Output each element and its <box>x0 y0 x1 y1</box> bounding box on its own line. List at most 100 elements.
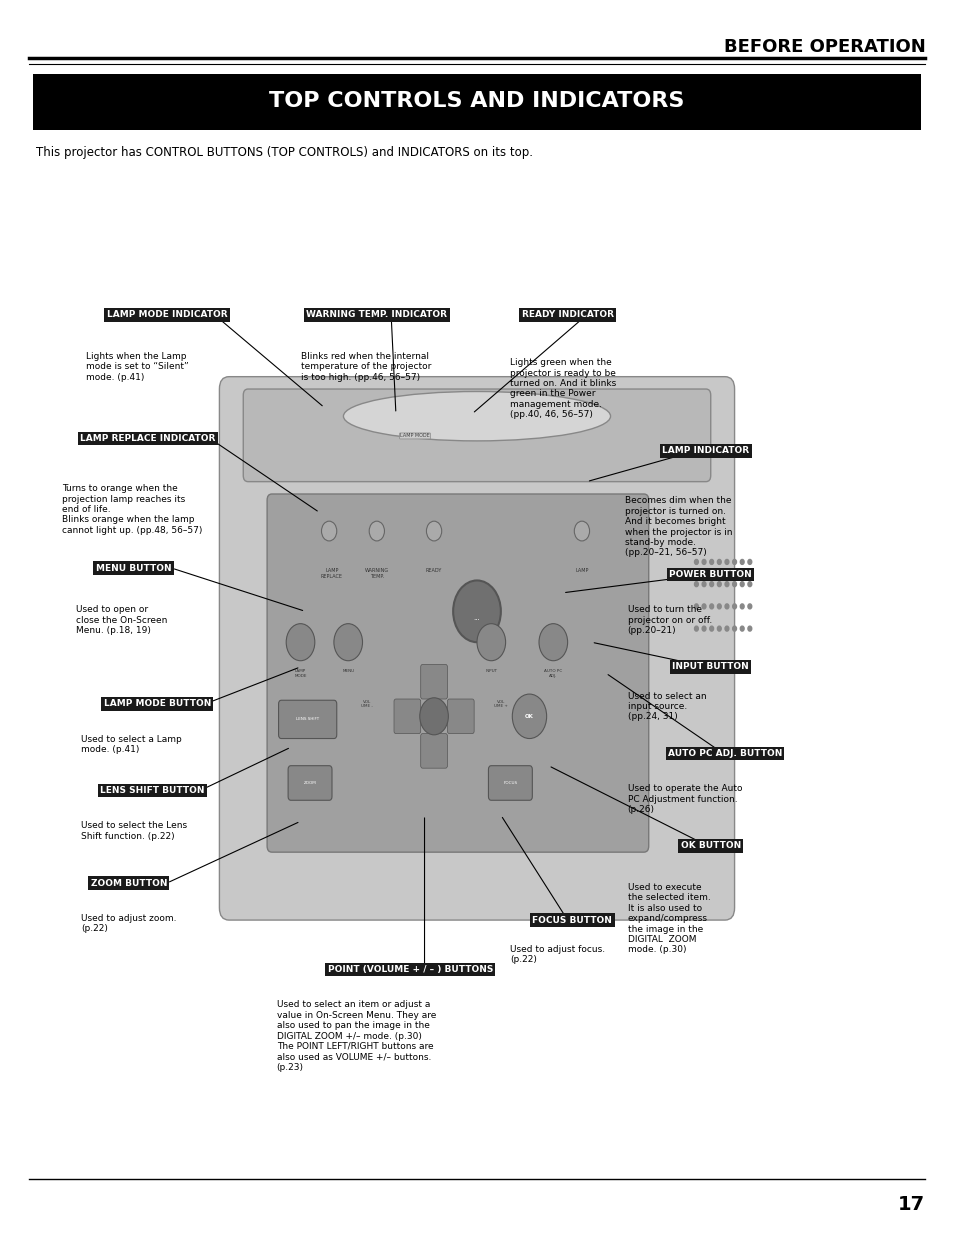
Text: LAMP MODE: LAMP MODE <box>399 433 430 438</box>
Text: LAMP INDICATOR: LAMP INDICATOR <box>661 446 749 456</box>
Circle shape <box>694 582 698 587</box>
FancyBboxPatch shape <box>267 494 648 852</box>
Circle shape <box>747 582 751 587</box>
FancyBboxPatch shape <box>420 734 447 768</box>
Text: LAMP REPLACE INDICATOR: LAMP REPLACE INDICATOR <box>80 433 215 443</box>
Circle shape <box>419 698 448 735</box>
Circle shape <box>476 624 505 661</box>
Circle shape <box>321 521 336 541</box>
Circle shape <box>740 559 743 564</box>
Circle shape <box>694 559 698 564</box>
Circle shape <box>334 624 362 661</box>
FancyBboxPatch shape <box>447 699 474 734</box>
Circle shape <box>732 559 736 564</box>
Circle shape <box>694 626 698 631</box>
Text: WARNING TEMP. INDICATOR: WARNING TEMP. INDICATOR <box>306 310 447 320</box>
Text: Turns to orange when the
projection lamp reaches its
end of life.
Blinks orange : Turns to orange when the projection lamp… <box>62 484 202 535</box>
Text: Becomes dim when the
projector is turned on.
And it becomes bright
when the proj: Becomes dim when the projector is turned… <box>624 496 732 557</box>
FancyBboxPatch shape <box>219 377 734 920</box>
Circle shape <box>538 624 567 661</box>
Text: Used to select an item or adjust a
value in On-Screen Menu. They are
also used t: Used to select an item or adjust a value… <box>276 1000 436 1072</box>
Text: FOCUS: FOCUS <box>503 781 517 785</box>
Text: READY: READY <box>425 568 442 573</box>
Text: LENS SHIFT: LENS SHIFT <box>295 718 318 721</box>
Text: Used to execute
the selected item.
It is also used to
expand/compress
the image : Used to execute the selected item. It is… <box>627 883 710 955</box>
Text: ZOOM: ZOOM <box>303 781 316 785</box>
Text: MENU BUTTON: MENU BUTTON <box>95 563 172 573</box>
Text: Blinks red when the internal
temperature of the projector
is too high. (pp.46, 5: Blinks red when the internal temperature… <box>300 352 431 382</box>
Circle shape <box>426 521 441 541</box>
FancyBboxPatch shape <box>278 700 336 739</box>
Circle shape <box>709 626 713 631</box>
Circle shape <box>701 559 705 564</box>
Text: 17: 17 <box>898 1194 924 1214</box>
Text: OK BUTTON: OK BUTTON <box>679 841 740 851</box>
Text: BEFORE OPERATION: BEFORE OPERATION <box>723 37 924 56</box>
FancyBboxPatch shape <box>33 74 920 130</box>
Circle shape <box>701 626 705 631</box>
Text: AUTO PC ADJ. BUTTON: AUTO PC ADJ. BUTTON <box>667 748 781 758</box>
Text: LENS SHIFT BUTTON: LENS SHIFT BUTTON <box>100 785 205 795</box>
Text: Used to adjust zoom.
(p.22): Used to adjust zoom. (p.22) <box>81 914 176 934</box>
Text: POINT (VOLUME + / – ) BUTTONS: POINT (VOLUME + / – ) BUTTONS <box>327 965 493 974</box>
Text: Used to operate the Auto
PC Adjustment function.
(p.26): Used to operate the Auto PC Adjustment f… <box>627 784 741 814</box>
Text: Used to select an
input source.
(pp.24, 31): Used to select an input source. (pp.24, … <box>627 692 705 721</box>
Text: Used to select the Lens
Shift function. (p.22): Used to select the Lens Shift function. … <box>81 821 187 841</box>
Text: MENU: MENU <box>342 669 354 673</box>
Circle shape <box>709 582 713 587</box>
Text: INPUT: INPUT <box>485 669 497 673</box>
Circle shape <box>709 604 713 609</box>
FancyBboxPatch shape <box>488 766 532 800</box>
Circle shape <box>724 559 728 564</box>
Circle shape <box>709 559 713 564</box>
Circle shape <box>453 580 500 642</box>
Circle shape <box>740 626 743 631</box>
Circle shape <box>694 604 698 609</box>
Text: ZOOM BUTTON: ZOOM BUTTON <box>91 878 167 888</box>
Text: TOP CONTROLS AND INDICATORS: TOP CONTROLS AND INDICATORS <box>269 91 684 111</box>
FancyBboxPatch shape <box>420 664 447 699</box>
Circle shape <box>574 521 589 541</box>
Text: Lights green when the
projector is ready to be
turned on. And it blinks
green in: Lights green when the projector is ready… <box>510 358 616 419</box>
Text: INPUT BUTTON: INPUT BUTTON <box>672 662 748 672</box>
Circle shape <box>369 521 384 541</box>
Ellipse shape <box>343 391 610 441</box>
Circle shape <box>747 559 751 564</box>
Circle shape <box>512 694 546 739</box>
Text: LAMP: LAMP <box>575 568 588 573</box>
Text: Used to adjust focus.
(p.22): Used to adjust focus. (p.22) <box>510 945 605 965</box>
Text: OK: OK <box>524 714 534 719</box>
Circle shape <box>717 582 720 587</box>
FancyBboxPatch shape <box>243 389 710 482</box>
Text: VOL
UME +: VOL UME + <box>494 700 507 708</box>
Circle shape <box>701 604 705 609</box>
Text: Used to open or
close the On-Screen
Menu. (p.18, 19): Used to open or close the On-Screen Menu… <box>76 605 168 635</box>
Circle shape <box>747 626 751 631</box>
Circle shape <box>740 582 743 587</box>
Text: ...: ... <box>473 615 480 620</box>
Text: AUTO PC
ADJ.: AUTO PC ADJ. <box>543 669 562 678</box>
Circle shape <box>724 604 728 609</box>
Text: LAMP MODE BUTTON: LAMP MODE BUTTON <box>104 699 211 709</box>
Circle shape <box>747 604 751 609</box>
Circle shape <box>717 604 720 609</box>
Text: WARNING
TEMP.: WARNING TEMP. <box>364 568 389 579</box>
Text: READY INDICATOR: READY INDICATOR <box>521 310 613 320</box>
Circle shape <box>717 559 720 564</box>
Circle shape <box>732 582 736 587</box>
FancyBboxPatch shape <box>394 699 420 734</box>
Text: This projector has CONTROL BUTTONS (TOP CONTROLS) and INDICATORS on its top.: This projector has CONTROL BUTTONS (TOP … <box>36 146 533 159</box>
Text: LAMP MODE INDICATOR: LAMP MODE INDICATOR <box>107 310 227 320</box>
Text: Used to turn the
projector on or off.
(pp.20–21): Used to turn the projector on or off. (p… <box>627 605 711 635</box>
Text: Used to select a Lamp
mode. (p.41): Used to select a Lamp mode. (p.41) <box>81 735 182 755</box>
Circle shape <box>724 582 728 587</box>
Circle shape <box>732 626 736 631</box>
Text: FOCUS BUTTON: FOCUS BUTTON <box>532 915 612 925</box>
Circle shape <box>717 626 720 631</box>
Text: LAMP
REPLACE: LAMP REPLACE <box>320 568 343 579</box>
Text: LAMP
MODE: LAMP MODE <box>294 669 307 678</box>
Circle shape <box>724 626 728 631</box>
Circle shape <box>732 604 736 609</box>
Circle shape <box>286 624 314 661</box>
Text: POWER BUTTON: POWER BUTTON <box>669 569 751 579</box>
